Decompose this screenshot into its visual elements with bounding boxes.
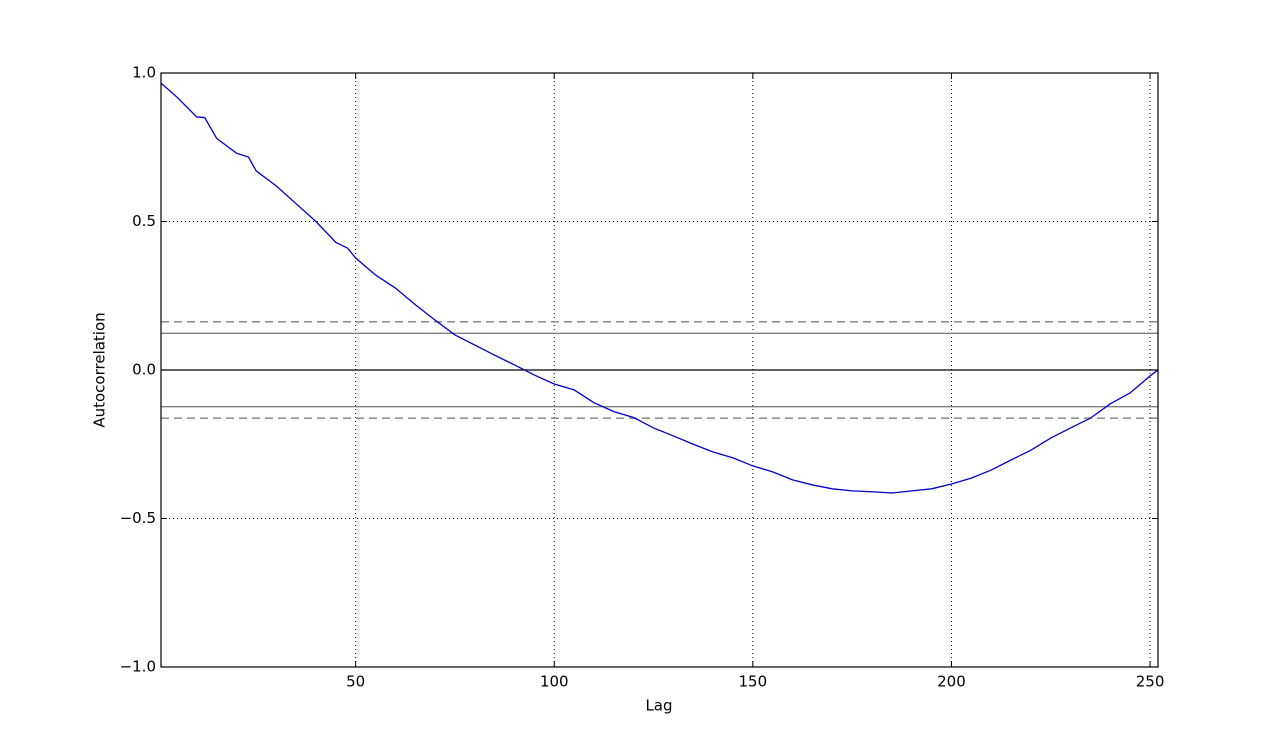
y-tick-label: 0.5 xyxy=(132,212,156,230)
x-axis-label: Lag xyxy=(645,697,672,715)
y-tick-label: −1.0 xyxy=(120,658,156,676)
data-line xyxy=(160,82,1159,494)
y-axis-label: Autocorrelation xyxy=(91,312,109,427)
x-tick-label: 250 xyxy=(1136,673,1165,691)
plot-frame xyxy=(160,72,1159,668)
y-tick-label: 0.0 xyxy=(132,361,156,379)
x-tick-label: 100 xyxy=(540,673,569,691)
y-tick-label: −0.5 xyxy=(120,509,156,527)
y-tick-label: 1.0 xyxy=(132,64,156,82)
x-tick-label: 200 xyxy=(937,673,966,691)
x-tick-label: 150 xyxy=(739,673,768,691)
x-tick-label: 50 xyxy=(346,673,365,691)
